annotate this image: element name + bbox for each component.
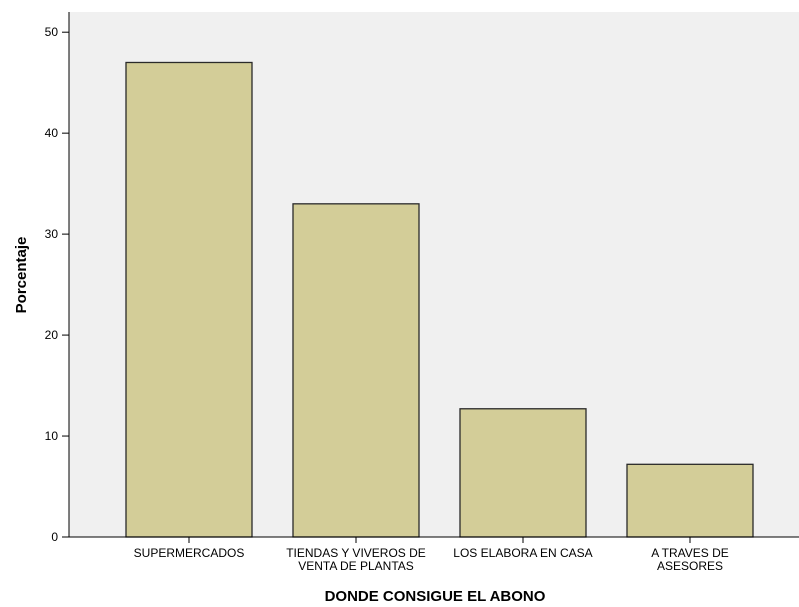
x-ticks-group: SUPERMERCADOS TIENDAS Y VIVEROS DE VENTA D… (134, 537, 729, 573)
axes-group (68, 12, 799, 538)
bar (125, 61, 253, 538)
y-ticks-group: 0 10 20 30 40 50 (45, 25, 69, 544)
y-axis-title: Porcentaje (13, 237, 30, 314)
x-tick-label: A TRAVES DE ASESORES (651, 546, 729, 573)
y-tick-label: 20 (45, 328, 59, 342)
x-tick-label: LOS ELABORA EN CASA (453, 546, 592, 560)
y-tick-label: 10 (45, 429, 59, 443)
x-axis-title: DONDE CONSIGUE EL ABONO (325, 588, 546, 605)
x-tick-label: SUPERMERCADOS (134, 546, 245, 560)
bar (459, 408, 587, 538)
y-tick-label: 50 (45, 25, 59, 39)
y-tick-label: 30 (45, 227, 59, 241)
y-tick-label: 40 (45, 126, 59, 140)
bar (626, 463, 754, 538)
x-tick-label: TIENDAS Y VIVEROS DE VENTA DE PLANTAS (286, 546, 426, 573)
y-tick-label: 0 (51, 530, 58, 544)
bar (292, 203, 420, 538)
bars-group (125, 61, 754, 538)
